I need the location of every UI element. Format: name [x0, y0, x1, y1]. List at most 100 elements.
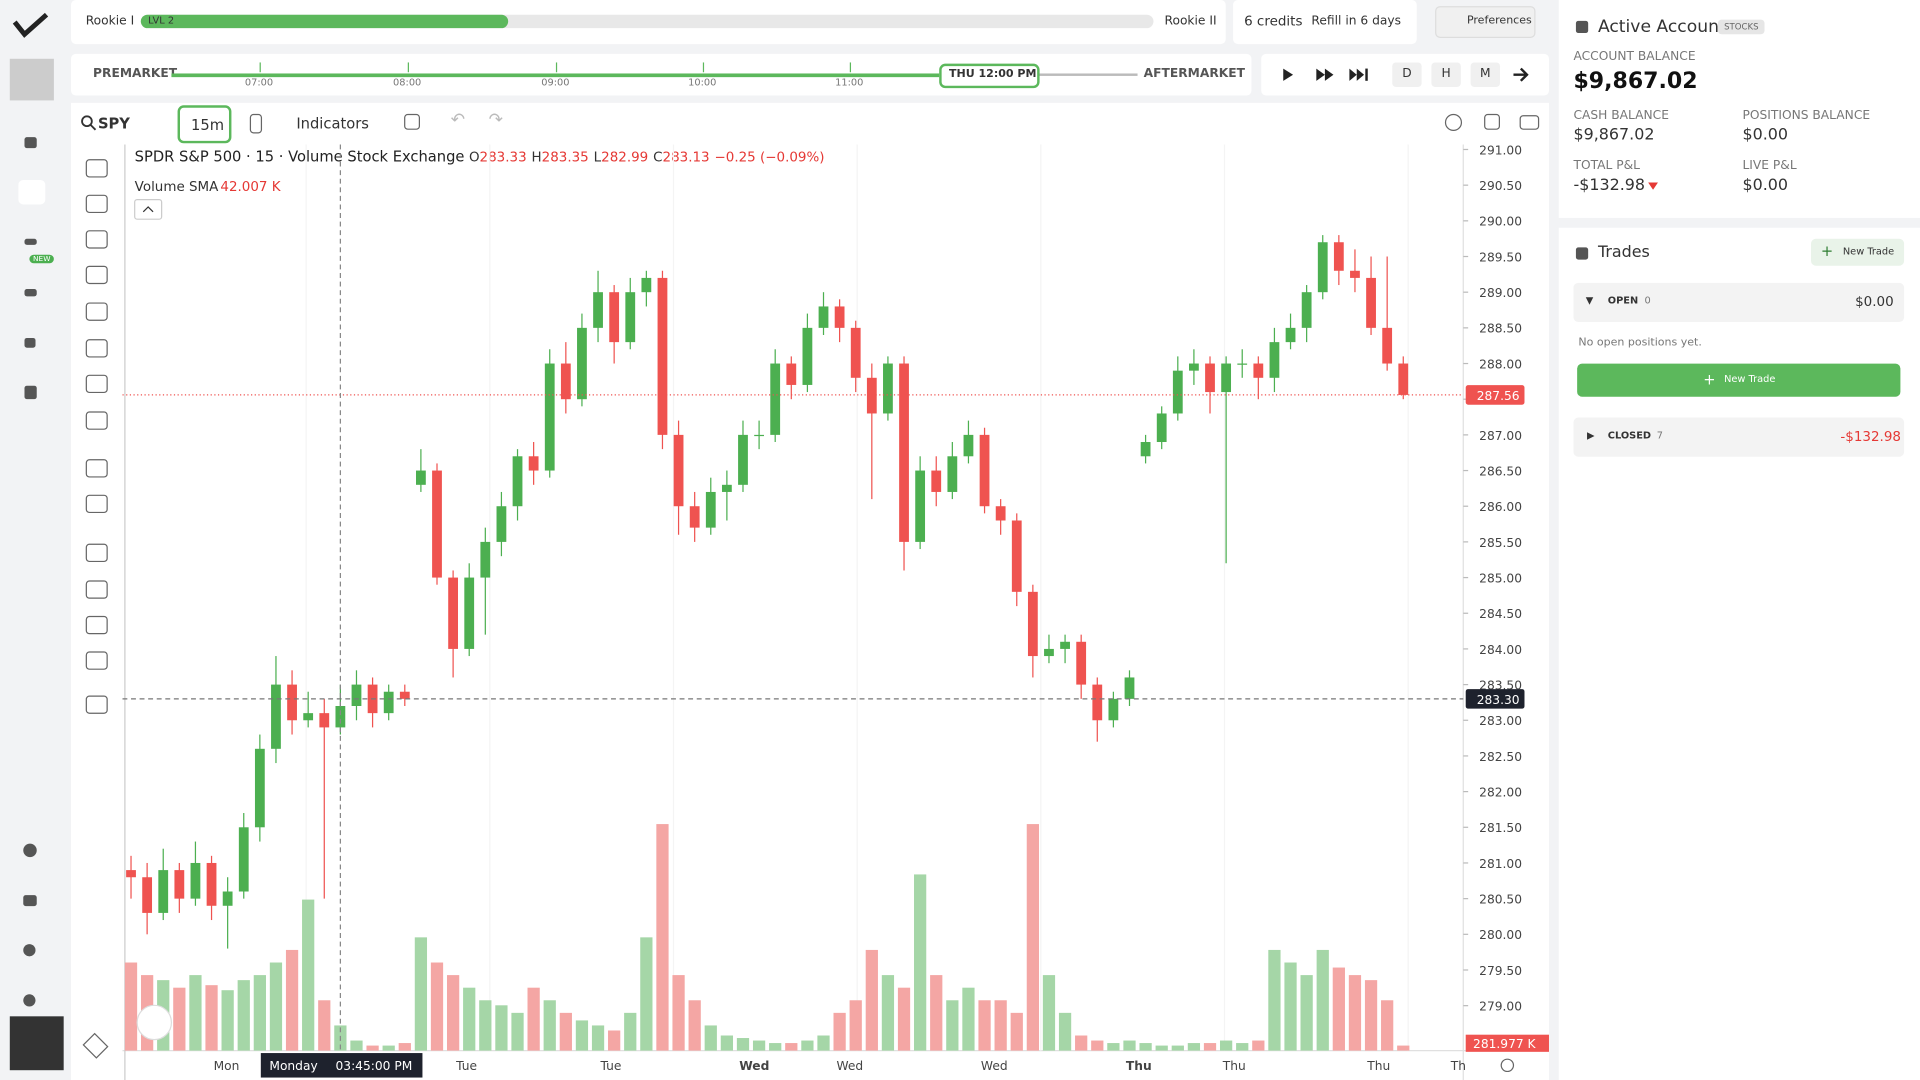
timeline-current[interactable]: THU 12:00 PM	[939, 63, 1040, 89]
volume-bar	[446, 975, 460, 1051]
drawing-tool[interactable]	[85, 339, 108, 358]
volume-bar	[1316, 949, 1329, 1051]
time-settings[interactable]	[1500, 1058, 1515, 1073]
timeline-tick-label: 11:00	[835, 77, 864, 89]
volume-bar	[1058, 1012, 1072, 1051]
candle-body	[770, 363, 781, 435]
timeline-tick	[702, 62, 705, 73]
trades-icon	[1575, 247, 1589, 260]
drawing-tool[interactable]	[85, 411, 108, 430]
next-button[interactable]	[1511, 66, 1531, 83]
interval-button[interactable]: H	[1431, 62, 1461, 87]
timeline-tick	[849, 62, 852, 73]
new-trade-small[interactable]: + New Trade	[1811, 238, 1905, 266]
layers-tool[interactable]	[82, 1032, 109, 1059]
drawing-tool[interactable]	[85, 695, 108, 714]
profile[interactable]	[9, 1016, 64, 1071]
settings-icon[interactable]	[23, 994, 36, 1007]
nav-icon[interactable]	[23, 843, 37, 858]
candle-body	[399, 691, 410, 699]
interval-button[interactable]: M	[1470, 62, 1501, 87]
volume-bar	[1010, 1012, 1023, 1051]
chart-type-icon[interactable]	[249, 113, 263, 134]
last-price-box	[1465, 385, 1525, 405]
volume-bar	[302, 899, 315, 1051]
crosshair-day: Monday	[269, 1059, 317, 1073]
volume-bar	[1026, 824, 1039, 1051]
drawing-tool[interactable]	[85, 651, 108, 670]
nav-icon[interactable]	[24, 385, 37, 400]
avatar[interactable]	[9, 58, 54, 101]
volume-bar	[1075, 1035, 1088, 1051]
candle-body	[287, 684, 297, 721]
preferences-button[interactable]: Preferences	[1435, 6, 1536, 38]
open-section[interactable]: ▼ OPEN 0 $0.00	[1573, 282, 1905, 323]
drawing-tool[interactable]	[85, 159, 108, 178]
drawing-tool[interactable]	[85, 194, 108, 214]
candle-body	[416, 470, 426, 485]
symbol[interactable]: SPY	[97, 115, 130, 133]
live: $0.00	[1742, 176, 1789, 195]
fullscreen-icon[interactable]	[1484, 113, 1501, 130]
y-tick-label: 283.00	[1479, 714, 1522, 728]
candle-body	[883, 363, 893, 414]
volume-bar	[946, 1000, 959, 1051]
drawing-tool[interactable]	[85, 265, 108, 285]
indicators-button[interactable]: Indicators	[296, 115, 369, 133]
help-icon[interactable]	[23, 944, 36, 957]
timeframe-button[interactable]: 15m	[177, 105, 232, 144]
new-trade-button[interactable]: + New Trade	[1577, 363, 1901, 397]
candle-body	[1189, 363, 1199, 371]
candle-body	[126, 870, 136, 878]
candle-body	[206, 862, 217, 906]
drawing-tool[interactable]	[85, 374, 108, 394]
progress-bar: Rookie I LVL 2 Rookie II	[71, 0, 1226, 45]
drawing-tool[interactable]	[85, 580, 108, 599]
volume-bar	[801, 1040, 814, 1051]
volume-bar	[608, 1030, 621, 1051]
volume-bar	[430, 962, 444, 1051]
candle-body	[254, 748, 265, 828]
drawing-tool[interactable]	[85, 615, 108, 635]
volume-bar	[704, 1025, 717, 1051]
interval-button[interactable]: D	[1392, 62, 1422, 87]
progress-fill	[140, 14, 509, 29]
layout-icon[interactable]	[404, 113, 421, 130]
candle-body	[496, 506, 507, 542]
drawing-tool[interactable]	[85, 543, 108, 563]
new-badge: NEW	[29, 254, 55, 264]
closed-value: -$132.98	[1840, 428, 1901, 445]
volume-bar	[1268, 949, 1281, 1051]
home-icon[interactable]	[24, 137, 37, 149]
nav-icon[interactable]	[24, 288, 37, 297]
drawing-tool[interactable]	[85, 302, 108, 321]
candle-body	[1076, 641, 1087, 685]
nav-icon[interactable]	[23, 895, 37, 907]
volume-bar	[285, 949, 299, 1051]
volume-bar	[1091, 1040, 1104, 1051]
collapse-button[interactable]	[134, 198, 163, 220]
screenshot-icon[interactable]	[1519, 115, 1540, 130]
nav-icon[interactable]	[24, 238, 37, 245]
drawing-tool[interactable]	[85, 494, 108, 514]
volume-bar	[1348, 975, 1362, 1051]
candle-body	[448, 577, 459, 649]
candle-body	[915, 470, 926, 542]
empty-message: No open positions yet.	[1578, 336, 1702, 349]
volume-bar	[382, 1045, 395, 1051]
playback-buttons[interactable]	[1276, 66, 1374, 83]
closed-section[interactable]: ▶ CLOSED 7 -$132.98	[1573, 417, 1905, 457]
undo[interactable]: ↶	[450, 110, 465, 130]
drawing-tool[interactable]	[85, 230, 108, 249]
bank-icon	[1575, 20, 1589, 34]
x-tick-label: Thu	[1126, 1059, 1152, 1073]
pnl-label: TOTAL P&L	[1573, 159, 1640, 173]
drawing-tool[interactable]	[85, 459, 108, 478]
settings-icon[interactable]	[1444, 113, 1463, 132]
y-tick-label: 288.50	[1479, 322, 1522, 336]
level: LVL 2	[148, 14, 175, 26]
redo[interactable]: ↷	[488, 110, 503, 130]
play-nav[interactable]	[18, 180, 46, 205]
nav-icon[interactable]	[24, 337, 36, 348]
